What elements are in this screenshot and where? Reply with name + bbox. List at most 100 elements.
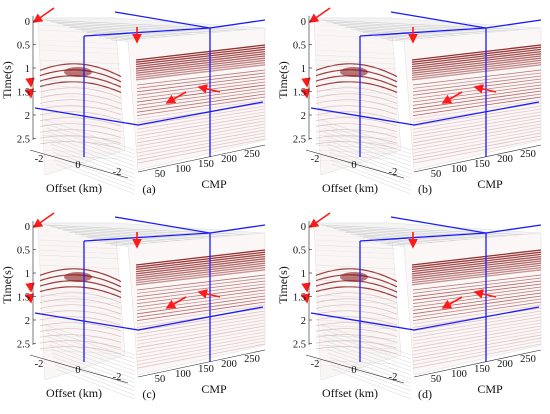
cmp-reflector — [411, 61, 542, 79]
cmp-reflector — [412, 277, 542, 294]
slice-line-top-back — [209, 224, 266, 234]
hyperbola-event — [315, 328, 398, 338]
cmp-tick-label: 200 — [221, 359, 237, 370]
lower-trace — [48, 340, 136, 372]
time-slice-trace — [56, 228, 250, 239]
noise-trace — [39, 94, 121, 100]
hyperbola-event — [315, 298, 398, 309]
cmp-axis-label: CMP — [477, 382, 503, 396]
noise-trace — [39, 54, 121, 60]
noise-trace — [315, 279, 397, 285]
cmp-tick-label: 200 — [497, 154, 513, 165]
hyperbola-event — [39, 334, 122, 343]
lower-trace — [45, 123, 136, 155]
cmp-face — [403, 27, 542, 171]
noise-trace — [315, 319, 397, 325]
time-tick-label: 0.5 — [293, 246, 306, 257]
lower-trace — [322, 127, 412, 159]
cmp-reflector — [411, 59, 542, 77]
lower-trace — [46, 127, 136, 159]
cmp-tick-label: 200 — [221, 154, 237, 165]
cmp-reflector — [412, 108, 542, 130]
cmp-reflector — [411, 50, 542, 68]
noise-trace — [39, 124, 121, 130]
time-tick-label: 1 — [25, 269, 30, 280]
time-tick-label: 2 — [301, 111, 306, 122]
time-slice-trace — [326, 226, 529, 237]
slice-line-time — [310, 101, 540, 126]
noise-trace — [315, 249, 397, 255]
cmp-reflector — [412, 120, 542, 144]
annotation-arrow — [165, 91, 187, 104]
time-tick-label: 0 — [25, 17, 30, 28]
noise-trace — [315, 79, 397, 85]
noise-trace — [39, 249, 121, 255]
time-slice-trace — [320, 19, 532, 31]
cmp-reflector — [412, 319, 542, 342]
noise-trace — [315, 119, 397, 125]
hyperbola-event — [39, 117, 122, 127]
annotation-arrow — [441, 296, 463, 309]
cmp-reflector — [136, 108, 266, 130]
noise-trace — [39, 339, 121, 345]
cmp-reflector — [136, 138, 266, 164]
lower-trace — [331, 368, 412, 400]
noise-trace — [315, 324, 397, 330]
noise-trace — [39, 104, 121, 110]
lower-trace — [45, 328, 136, 360]
cmp-reflector — [412, 75, 542, 93]
cmp-tick-label: 250 — [520, 354, 536, 365]
noise-trace — [315, 154, 397, 160]
offset-axis-line — [305, 354, 405, 384]
noise-trace — [39, 119, 121, 125]
noise-trace — [315, 354, 397, 360]
slice-line-time — [310, 306, 540, 331]
noise-trace — [315, 129, 397, 135]
cmp-reflector — [411, 262, 542, 279]
noise-trace — [39, 139, 121, 145]
cmp-reflector — [411, 251, 542, 268]
offset-tick-label: -2 — [311, 359, 320, 370]
annotation-arrow — [308, 212, 331, 228]
lower-trace — [320, 119, 412, 151]
noise-trace — [315, 99, 397, 105]
cmp-reflector — [135, 260, 266, 277]
cmp-reflector — [135, 262, 266, 279]
cmp-face — [403, 232, 542, 376]
time-axis-label: Time(s) — [276, 266, 290, 304]
lower-trace — [322, 332, 412, 364]
cmp-tick-label: 250 — [244, 354, 260, 365]
cmp-reflector — [136, 295, 266, 315]
noise-trace — [315, 94, 397, 100]
annotation-arrow — [24, 88, 35, 99]
hyperbola-event — [315, 334, 398, 343]
noise-trace — [315, 59, 397, 65]
annotation-arrow — [301, 77, 311, 88]
cmp-reflector — [135, 249, 266, 266]
noise-trace — [39, 84, 121, 90]
hyperbola-event — [39, 268, 122, 283]
annotation-arrow — [32, 7, 55, 23]
cmp-reflector — [136, 72, 266, 89]
panel-b: 0 0.5 1 1.5 2 2.5 Time(s) -2 0 -2 Offset (km) 50 100… — [276, 7, 542, 196]
cmp-reflector — [412, 87, 542, 106]
cmp-reflector — [135, 266, 266, 284]
noise-trace — [315, 49, 397, 55]
lower-trace — [324, 135, 412, 167]
apex-event — [340, 67, 368, 77]
lower-trace — [51, 352, 136, 384]
offset-face-bg — [313, 222, 402, 381]
noise-trace — [315, 69, 397, 75]
lower-trace — [50, 348, 136, 380]
time-slice-trace — [326, 21, 529, 32]
time-tick-label: 0.5 — [17, 246, 30, 257]
cmp-reflector — [136, 120, 266, 144]
hyperbola-event — [39, 328, 122, 338]
cmp-reflector — [412, 298, 542, 318]
noise-trace — [39, 39, 121, 45]
hyperbola-event — [315, 117, 398, 127]
cmp-reflector — [135, 253, 266, 271]
hyperbola-event — [39, 292, 122, 304]
noise-trace — [39, 294, 121, 300]
hyperbola-event — [39, 298, 122, 309]
